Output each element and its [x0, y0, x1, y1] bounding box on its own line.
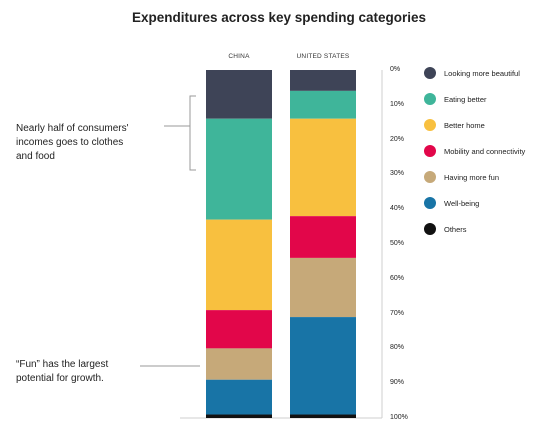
y-tick-label: 10% [390, 100, 405, 108]
legend-label: Eating better [444, 94, 487, 104]
bar-segment-china-having-more-fun [206, 348, 272, 380]
legend-label: Others [444, 224, 467, 234]
annotation-food-line-1: Nearly half of consumers' [16, 123, 129, 134]
y-tick-label: 30% [390, 170, 405, 178]
legend-swatch [424, 93, 436, 105]
annotation-fun-line-2: potential for growth. [16, 373, 104, 384]
bar-segment-us-well-being [290, 317, 356, 415]
bar-segment-us-eating-better [290, 90, 356, 119]
annotation-fun-line-1: “Fun” has the largest [16, 359, 109, 370]
legend-swatch [424, 171, 436, 183]
annotation-fun: “Fun” has the largest potential for grow… [16, 358, 108, 386]
annotation-food-line-3: and food [16, 151, 55, 162]
bar-segment-us-others [290, 414, 356, 418]
bar-segment-china-eating-better [206, 118, 272, 220]
column-label-united-states: UNITED STATES [296, 53, 350, 60]
legend-item: Eating better [424, 92, 487, 106]
bar-segment-us-better-home [290, 118, 356, 217]
y-tick-label: 20% [390, 135, 405, 143]
y-tick-label: 50% [390, 240, 405, 247]
bar-segment-china-others [206, 414, 272, 418]
y-tick-label: 70% [390, 309, 405, 317]
bar-segment-us-looking-more-beautiful [290, 70, 356, 91]
y-tick-label: 40% [390, 205, 405, 213]
y-tick-label: 0% [390, 66, 401, 73]
legend-swatch [424, 223, 436, 235]
column-label-china: CHINA [228, 53, 250, 60]
bar-segment-china-looking-more-beautiful [206, 70, 272, 119]
annotation-food: Nearly half of consumers' incomes goes t… [16, 122, 129, 164]
legend-label: Better home [444, 120, 485, 130]
legend-swatch [424, 119, 436, 131]
bar-segment-us-having-more-fun [290, 257, 356, 318]
annotation-food-line-2: incomes goes to clothes [16, 137, 124, 148]
legend-label: Well-being [444, 198, 480, 208]
legend-swatch [424, 145, 436, 157]
legend-label: Looking more beautiful [444, 68, 520, 78]
y-tick-label: 100% [390, 414, 408, 421]
bar-segment-china-better-home [206, 219, 272, 311]
annotation-food-bracket [189, 95, 196, 171]
y-tick-label: 90% [390, 379, 405, 387]
legend-item: Having more fun [424, 170, 499, 184]
bar-segment-us-mobility-and-connectivity [290, 216, 356, 258]
y-tick-label: 80% [390, 344, 405, 352]
legend-swatch [424, 197, 436, 209]
bar-segment-china-well-being [206, 379, 272, 415]
legend-item: Better home [424, 118, 485, 132]
legend-swatch [424, 67, 436, 79]
bar-segment-china-mobility-and-connectivity [206, 310, 272, 349]
legend-item: Looking more beautiful [424, 66, 520, 80]
legend-label: Having more fun [444, 172, 500, 182]
legend-item: Others [424, 222, 467, 236]
legend-item: Well-being [424, 196, 479, 210]
y-tick-label: 60% [390, 274, 405, 282]
legend-label: Mobility and connectivity [444, 146, 526, 156]
legend-item: Mobility and connectivity [424, 144, 525, 158]
chart-title: Expenditures across key spending categor… [131, 10, 427, 25]
